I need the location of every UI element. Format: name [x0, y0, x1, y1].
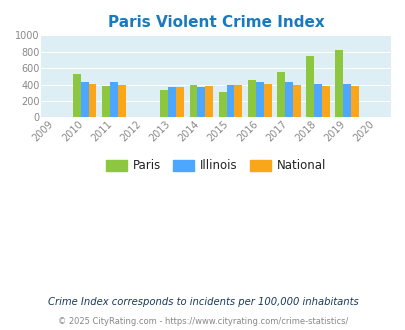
Text: © 2025 CityRating.com - https://www.cityrating.com/crime-statistics/: © 2025 CityRating.com - https://www.city…: [58, 317, 347, 326]
Bar: [176, 87, 183, 117]
Bar: [276, 72, 284, 117]
Bar: [81, 82, 88, 117]
Bar: [350, 86, 358, 117]
Bar: [313, 84, 321, 117]
Bar: [189, 85, 197, 117]
Bar: [263, 84, 271, 117]
Bar: [102, 86, 110, 117]
Bar: [335, 50, 343, 117]
Bar: [247, 80, 255, 117]
Bar: [321, 86, 329, 117]
Legend: Paris, Illinois, National: Paris, Illinois, National: [101, 155, 330, 177]
Bar: [284, 82, 292, 117]
Bar: [168, 87, 176, 117]
Bar: [218, 92, 226, 117]
Bar: [160, 90, 168, 117]
Bar: [292, 84, 300, 117]
Bar: [234, 85, 242, 117]
Bar: [72, 74, 81, 117]
Bar: [343, 84, 350, 117]
Bar: [110, 82, 117, 117]
Bar: [117, 85, 125, 117]
Text: Crime Index corresponds to incidents per 100,000 inhabitants: Crime Index corresponds to incidents per…: [47, 297, 358, 307]
Bar: [305, 56, 313, 117]
Bar: [226, 85, 234, 117]
Bar: [255, 82, 263, 117]
Bar: [197, 87, 205, 117]
Bar: [205, 86, 213, 117]
Bar: [88, 84, 96, 117]
Title: Paris Violent Crime Index: Paris Violent Crime Index: [107, 15, 324, 30]
